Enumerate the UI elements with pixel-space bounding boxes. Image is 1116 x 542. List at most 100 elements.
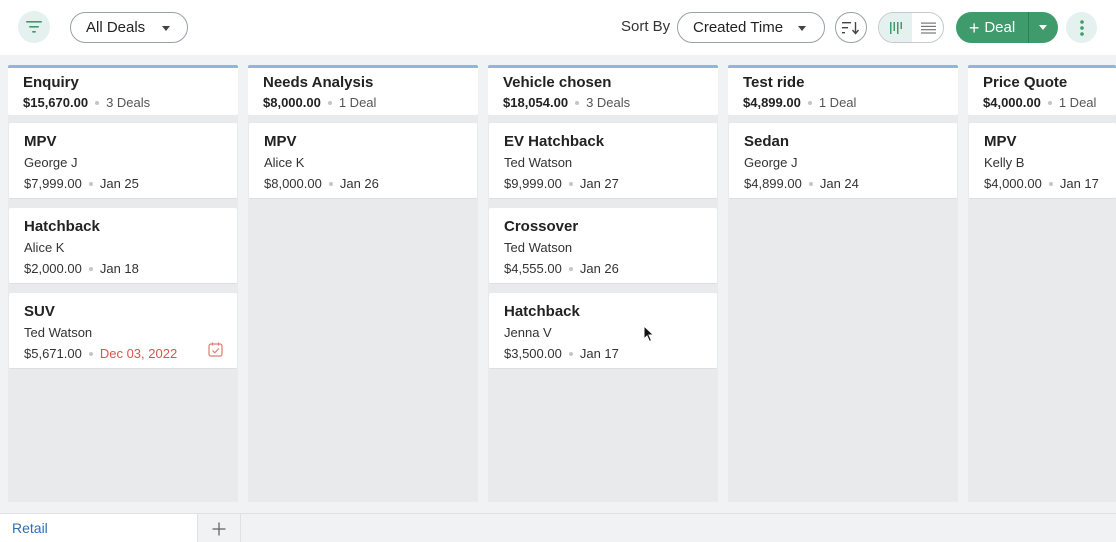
deal-amount: $5,671.00: [24, 346, 82, 361]
column-deal-count: 1 Deal: [338, 95, 377, 110]
column-total: $4,000.00 1 Deal: [983, 95, 1096, 110]
deal-card[interactable]: MPV Alice K $8,000.00 Jan 26: [249, 123, 477, 199]
deal-title[interactable]: Hatchback: [504, 303, 580, 320]
separator-dot: [808, 181, 813, 186]
deal-date: Jan 26: [339, 176, 379, 191]
pipeline-tab-bar: Retail: [0, 513, 1116, 542]
deal-card[interactable]: Sedan George J $4,899.00 Jan 24: [729, 123, 957, 199]
column-header: Vehicle chosen $18,054.00 3 Deals: [488, 65, 718, 115]
filter-button[interactable]: [18, 11, 50, 43]
plus-icon: +: [968, 17, 980, 38]
sort-order-icon: [842, 21, 860, 35]
view-toggle: [878, 12, 944, 43]
view-select-value: All Deals: [86, 19, 146, 36]
deal-title[interactable]: Crossover: [504, 218, 579, 235]
deal-card[interactable]: Hatchback Jenna V $3,500.00 Jan 17: [489, 293, 717, 369]
kanban-column-price-quote: Price Quote $4,000.00 1 Deal MPV Kelly B …: [968, 65, 1116, 502]
add-pipeline-button[interactable]: [198, 514, 241, 542]
deal-amount: $9,999.00: [504, 176, 562, 191]
deal-date: Jan 27: [579, 176, 619, 191]
deal-contact[interactable]: Ted Watson: [24, 325, 93, 340]
deal-date: Jan 26: [579, 261, 619, 276]
filter-icon: [26, 21, 42, 33]
separator-dot: [568, 181, 573, 186]
deal-meta: $3,500.00 Jan 17: [504, 346, 619, 361]
new-deal-button[interactable]: + Deal: [956, 12, 1028, 43]
toolbar: All Deals Sort By Created Time: [0, 0, 1116, 55]
separator-dot: [575, 100, 580, 105]
column-amount: $4,899.00: [743, 95, 801, 110]
deal-card[interactable]: MPV George J $7,999.00 Jan 25: [9, 123, 237, 199]
deal-card[interactable]: MPV Kelly B $4,000.00 Jan 17: [969, 123, 1116, 199]
deal-amount: $3,500.00: [504, 346, 562, 361]
separator-dot: [327, 100, 332, 105]
column-total: $8,000.00 1 Deal: [263, 95, 376, 110]
deal-card[interactable]: Crossover Ted Watson $4,555.00 Jan 26: [489, 208, 717, 284]
kanban-column-needs-analysis: Needs Analysis $8,000.00 1 Deal MPV Alice…: [248, 65, 478, 502]
separator-dot: [1047, 100, 1052, 105]
deal-title[interactable]: MPV: [264, 133, 297, 150]
deal-contact[interactable]: Ted Watson: [504, 240, 573, 255]
separator-dot: [88, 351, 93, 356]
chevron-down-icon: [162, 26, 170, 31]
deal-date: Jan 18: [99, 261, 139, 276]
sort-select-value: Created Time: [693, 19, 784, 36]
more-vertical-icon: [1079, 19, 1084, 36]
deal-title[interactable]: SUV: [24, 303, 55, 320]
deal-title[interactable]: MPV: [984, 133, 1017, 150]
kanban-board: Enquiry $15,670.00 3 Deals MPV George J $…: [0, 55, 1116, 513]
column-header: Price Quote $4,000.00 1 Deal: [968, 65, 1116, 115]
deal-contact[interactable]: Kelly B: [984, 155, 1025, 170]
column-name: Test ride: [743, 74, 805, 91]
separator-dot: [88, 181, 93, 186]
deal-meta: $4,000.00 Jan 17: [984, 176, 1099, 191]
view-select[interactable]: All Deals: [70, 12, 188, 43]
deal-contact[interactable]: George J: [24, 155, 78, 170]
more-options-button[interactable]: [1066, 12, 1097, 43]
new-deal-dropdown-button[interactable]: [1028, 12, 1058, 43]
deal-card[interactable]: EV Hatchback Ted Watson $9,999.00 Jan 27: [489, 123, 717, 199]
separator-dot: [568, 266, 573, 271]
deal-title[interactable]: MPV: [24, 133, 57, 150]
separator-dot: [568, 351, 573, 356]
deal-amount: $8,000.00: [264, 176, 322, 191]
deal-amount: $7,999.00: [24, 176, 82, 191]
deal-title[interactable]: Hatchback: [24, 218, 100, 235]
deal-card[interactable]: Hatchback Alice K $2,000.00 Jan 18: [9, 208, 237, 284]
kanban-icon: [889, 21, 902, 34]
deal-date: Jan 17: [579, 346, 619, 361]
kanban-view-button[interactable]: [879, 13, 912, 42]
column-name: Needs Analysis: [263, 74, 374, 91]
column-total: $15,670.00 3 Deals: [23, 95, 150, 110]
deal-date: Jan 24: [819, 176, 859, 191]
kanban-column-vehicle-chosen: Vehicle chosen $18,054.00 3 Deals EV Hatc…: [488, 65, 718, 502]
separator-dot: [328, 181, 333, 186]
new-deal-label: Deal: [984, 19, 1016, 36]
list-view-button[interactable]: [912, 13, 943, 42]
deal-contact[interactable]: Alice K: [24, 240, 65, 255]
new-deal-button-group: + Deal: [956, 12, 1058, 43]
separator-dot: [807, 100, 812, 105]
column-deal-count: 1 Deal: [818, 95, 857, 110]
task-check-icon[interactable]: [208, 342, 223, 357]
sort-order-button[interactable]: [835, 12, 867, 43]
chevron-down-icon: [798, 26, 806, 31]
sort-select[interactable]: Created Time: [677, 12, 825, 43]
deal-contact[interactable]: Jenna V: [504, 325, 552, 340]
deal-title[interactable]: Sedan: [744, 133, 790, 150]
deal-contact[interactable]: Alice K: [264, 155, 305, 170]
deal-date-overdue: Dec 03, 2022: [99, 346, 178, 361]
deal-meta: $5,671.00 Dec 03, 2022: [24, 346, 177, 361]
deal-amount: $4,555.00: [504, 261, 562, 276]
deal-contact[interactable]: George J: [744, 155, 798, 170]
deal-contact[interactable]: Ted Watson: [504, 155, 573, 170]
column-total: $18,054.00 3 Deals: [503, 95, 630, 110]
pipeline-tab-retail[interactable]: Retail: [0, 514, 198, 542]
mouse-cursor-icon: [643, 325, 655, 343]
column-name: Price Quote: [983, 74, 1068, 91]
plus-icon: [212, 522, 226, 535]
deal-card[interactable]: SUV Ted Watson $5,671.00 Dec 03, 2022: [9, 293, 237, 369]
deal-title[interactable]: EV Hatchback: [504, 133, 605, 150]
column-amount: $15,670.00: [23, 95, 89, 110]
deal-amount: $4,899.00: [744, 176, 802, 191]
